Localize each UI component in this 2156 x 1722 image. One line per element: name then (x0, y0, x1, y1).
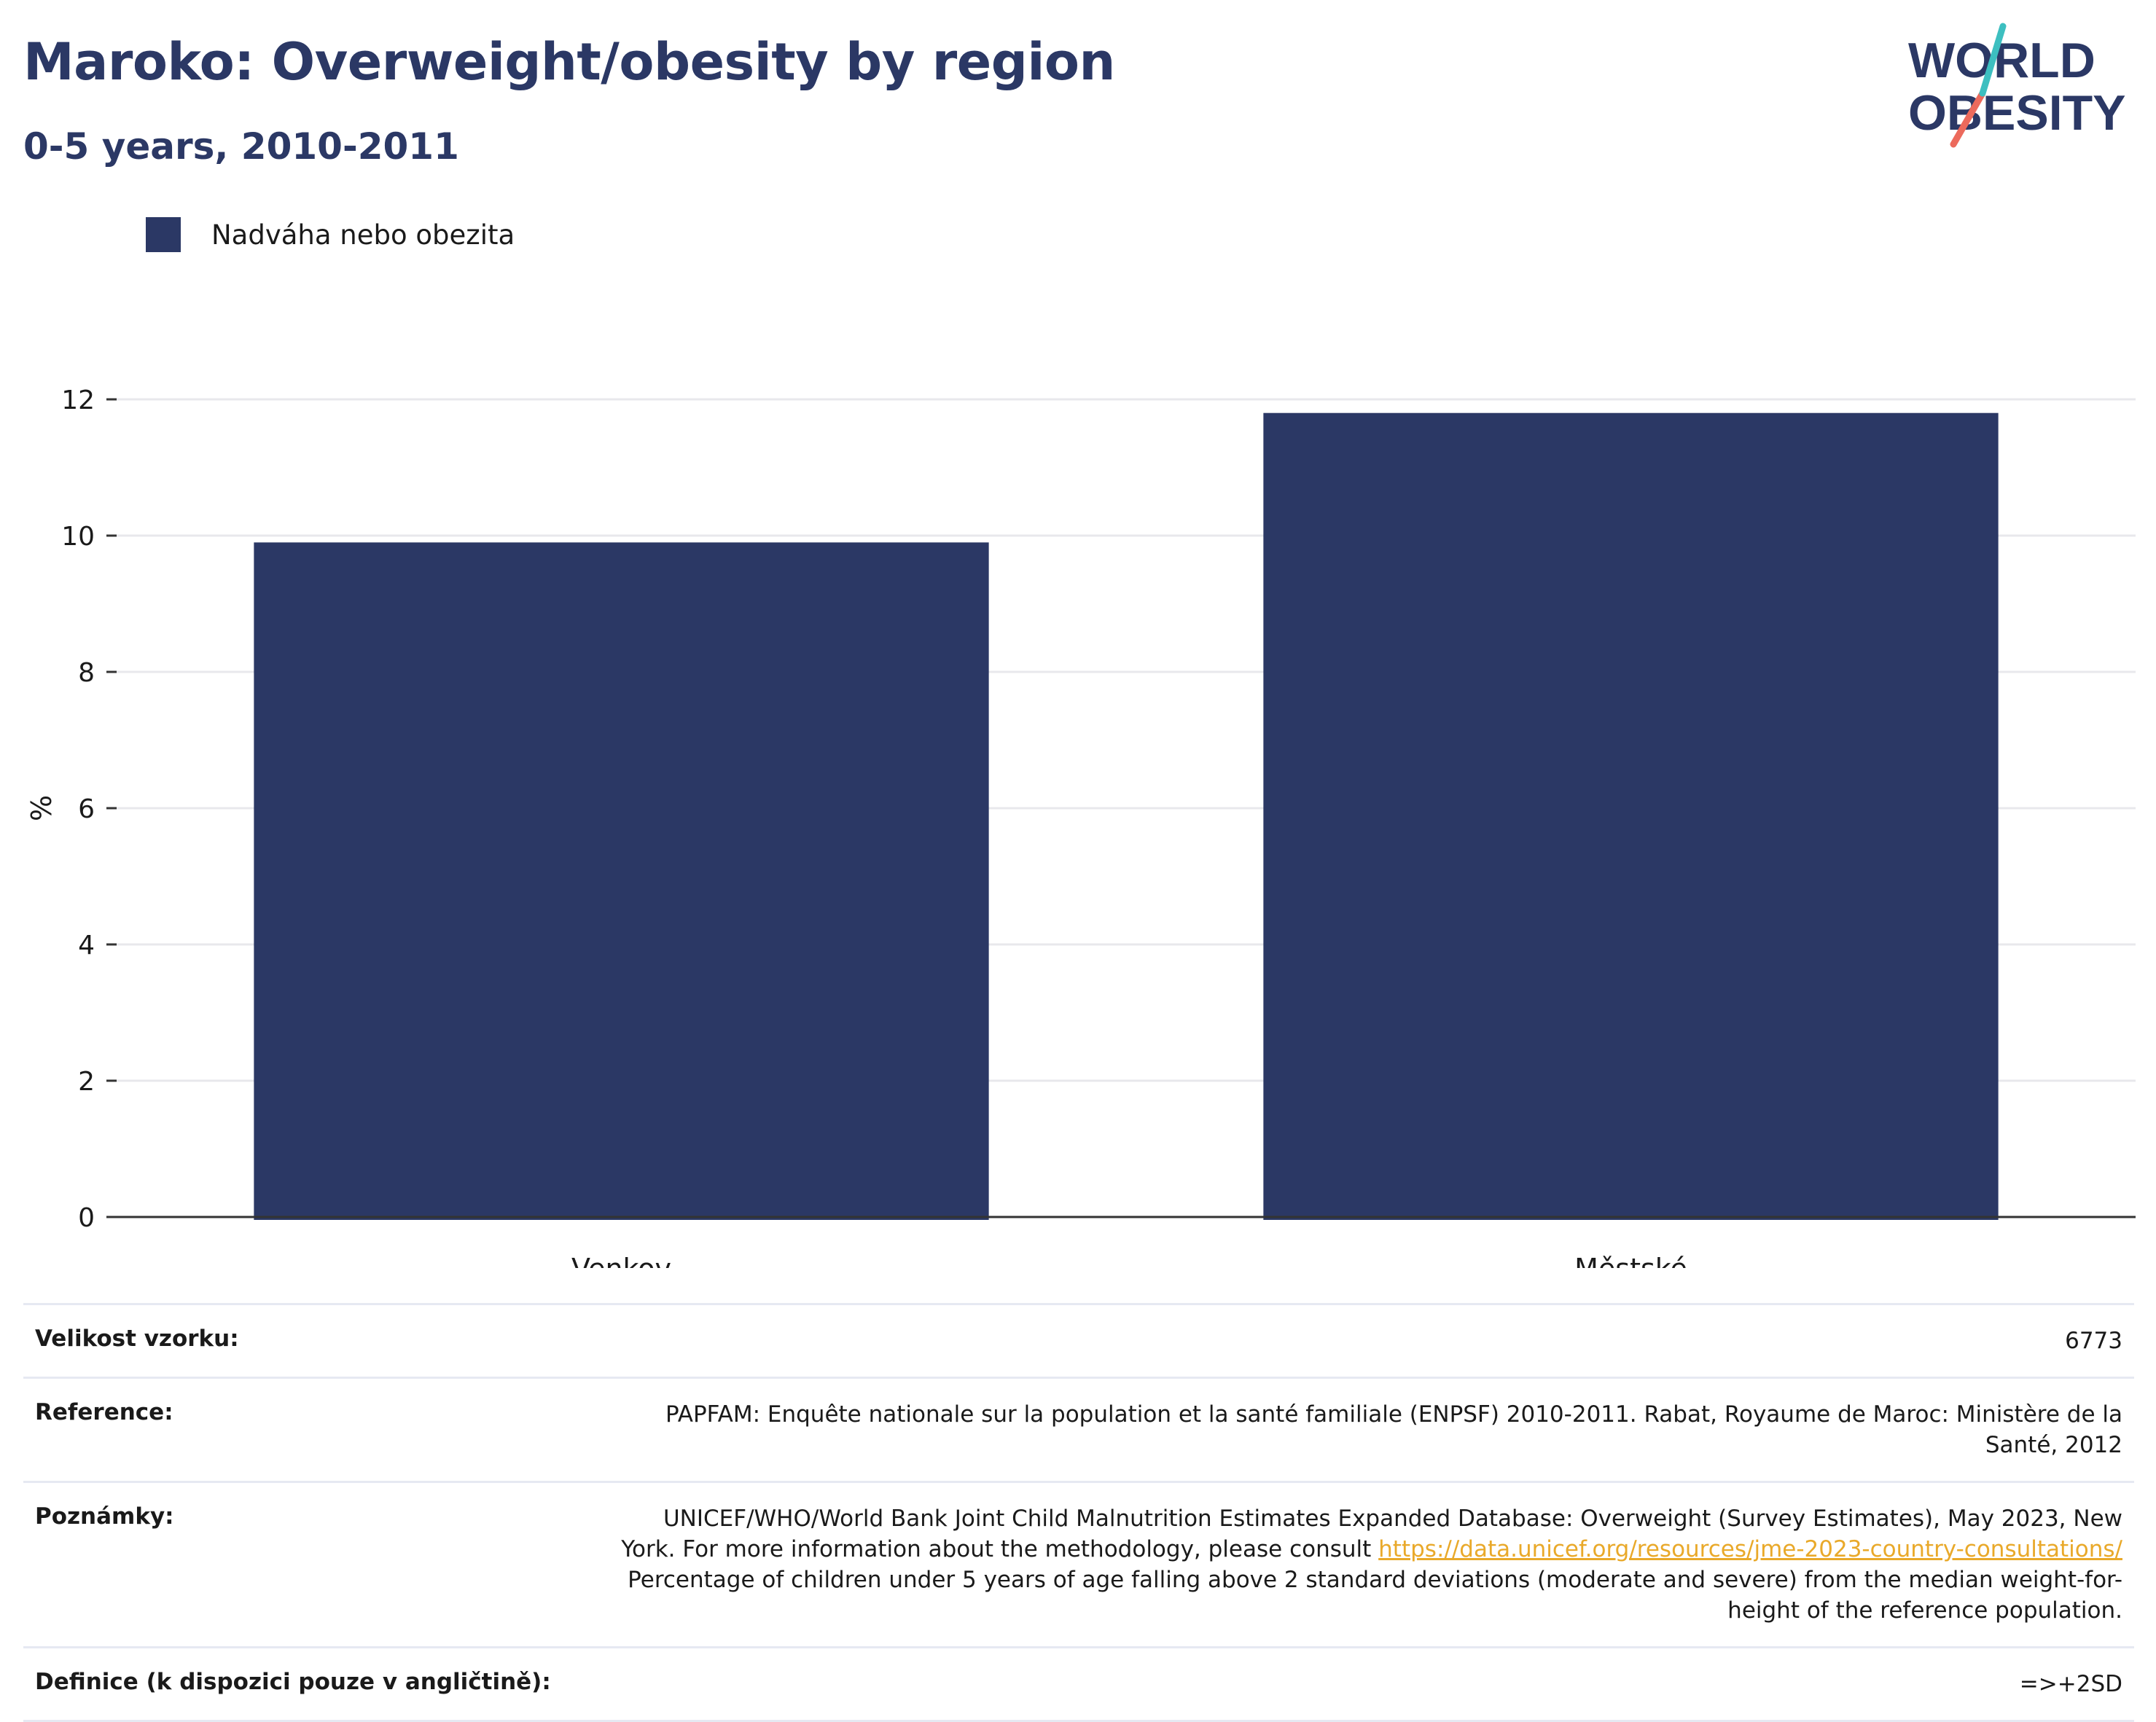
definition-value: =>+2SD (2019, 1671, 2122, 1697)
sample-size-value: 6773 (2065, 1328, 2122, 1354)
methodology-link[interactable]: https://data.unicef.org/resources/jme-20… (1378, 1536, 2122, 1562)
notes-value: UNICEF/WHO/World Bank Joint Child Malnut… (601, 1482, 2134, 1648)
notes-label: Poznámky: (35, 1503, 174, 1530)
logo-line1: WORLD (1908, 33, 2096, 88)
bars (254, 412, 1999, 1221)
y-tick-label: 0 (78, 1203, 95, 1233)
legend-swatch (146, 217, 181, 252)
sample-size-label: Velikost vzorku: (35, 1326, 239, 1352)
y-tick-label: 2 (78, 1067, 95, 1097)
bar-1[interactable] (254, 542, 989, 1220)
reference-value: PAPFAM: Enquête nationale sur la populat… (665, 1401, 2122, 1458)
bar-chart: 0 2 4 6 8 10 12 Venkov Městské % (26, 386, 2136, 1268)
reference-label: Reference: (35, 1399, 173, 1425)
x-tick-label: Městské (1574, 1253, 1687, 1268)
x-tick-labels: Venkov Městské (571, 1253, 1687, 1268)
y-tick-label: 12 (61, 386, 95, 415)
sample-size-row: Velikost vzorku: 6773 (23, 1304, 2134, 1378)
y-tick-label: 10 (61, 522, 95, 552)
logo-slash-teal (1979, 23, 2007, 97)
chart-title: Maroko: Overweight/obesity by region (23, 32, 1115, 92)
x-tick-label: Venkov (571, 1253, 671, 1268)
chart-subtitle: 0-5 years, 2010-2011 (23, 125, 459, 168)
legend[interactable]: Nadváha nebo obezita (146, 216, 515, 254)
world-obesity-logo[interactable]: WORLD OBESITY (1895, 20, 2143, 152)
y-tick-label: 4 (78, 931, 95, 960)
y-tick-label: 6 (78, 794, 95, 824)
logo-slash-coral (1950, 90, 1986, 148)
bar-2[interactable] (1263, 412, 1999, 1221)
metadata-table: Velikost vzorku: 6773 Reference: PAPFAM:… (23, 1303, 2134, 1722)
notes-row: Poznámky: UNICEF/WHO/World Bank Joint Ch… (23, 1482, 2134, 1648)
legend-label: Nadváha nebo obezita (211, 219, 515, 251)
notes-text-after: Percentage of children under 5 years of … (628, 1567, 2122, 1624)
logo-line2: OBESITY (1908, 85, 2126, 141)
y-tick-labels: 0 2 4 6 8 10 12 (61, 386, 117, 1233)
notes-text-before: UNICEF/WHO/World Bank Joint Child Malnut… (621, 1506, 2122, 1562)
y-tick-label: 8 (78, 658, 95, 688)
definition-row: Definice (k dispozici pouze v angličtině… (23, 1647, 2134, 1721)
reference-row: Reference: PAPFAM: Enquête nationale sur… (23, 1377, 2134, 1482)
definition-label: Definice (k dispozici pouze v angličtině… (35, 1669, 551, 1695)
y-axis-label: % (26, 795, 58, 821)
